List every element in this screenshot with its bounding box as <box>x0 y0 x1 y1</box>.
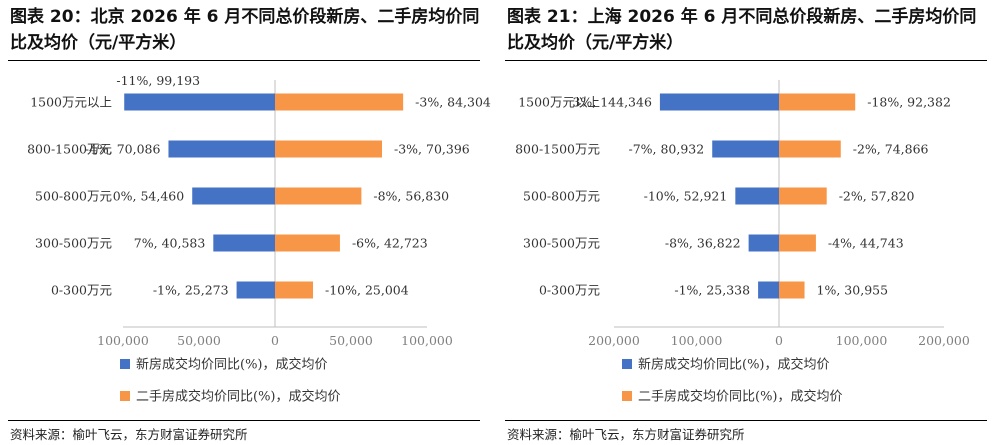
x-tick-label: 100,000 <box>97 333 149 348</box>
new-home-bar <box>168 140 275 158</box>
legend-swatch <box>622 391 632 401</box>
new-home-bar <box>712 140 779 158</box>
data-label: -2%, 74,866 <box>853 142 929 157</box>
category-label: 1500万元以上 <box>518 95 600 110</box>
source-note: 资料来源：榆叶飞云，东方财富证券研究所 <box>10 427 248 442</box>
new-home-bar <box>758 281 779 299</box>
data-label: -1%, 25,273 <box>153 283 229 298</box>
x-tick-label: 200,000 <box>918 333 970 348</box>
chart-panel-beijing: 图表 20：北京 2026 年 6 月不同总价段新房、二手房均价同比及均价（元/… <box>0 0 491 445</box>
category-label: 1500万元以上 <box>30 95 112 110</box>
chart-title: 图表 20：北京 2026 年 6 月不同总价段新房、二手房均价同比及均价（元/… <box>10 7 480 53</box>
resale-bar <box>275 234 340 252</box>
data-label: -8%, 56,830 <box>373 189 449 204</box>
new-home-bar <box>735 187 779 205</box>
source-note: 资料来源：榆叶飞云，东方财富证券研究所 <box>507 427 745 442</box>
x-tick-label: 50,000 <box>329 333 373 348</box>
resale-bar <box>779 140 841 158</box>
source-rule <box>505 420 987 421</box>
chart-svg-beijing: 100,000 50,000 0 50,000 100,000 1500万元以上 -11%,… <box>27 73 491 405</box>
resale-bar <box>275 93 404 111</box>
data-label: 3%, 144,346 <box>572 95 652 110</box>
resale-bar <box>779 93 856 111</box>
title-rule <box>505 60 987 61</box>
title-rule <box>8 60 480 61</box>
x-tick-label: 100,000 <box>836 333 888 348</box>
resale-bar <box>779 281 805 299</box>
new-home-bar <box>236 281 275 299</box>
category-label: 800-1500万元 <box>515 142 600 157</box>
x-tick-label: 100,000 <box>401 333 453 348</box>
legend-label: 二手房成交均价同比(%)，成交均价 <box>638 389 843 405</box>
data-label: -1%, 25,338 <box>674 283 750 298</box>
legend-label: 新房成交均价同比(%)，成交均价 <box>638 357 830 373</box>
data-label: -4%, 44,743 <box>828 236 904 251</box>
category-label: 800-1500万元 <box>27 142 112 157</box>
data-label: -3%, 84,304 <box>415 95 491 110</box>
legend-label: 新房成交均价同比(%)，成交均价 <box>136 357 328 373</box>
category-label: 500-800万元 <box>523 189 600 204</box>
new-home-bar <box>213 234 275 252</box>
new-home-bar <box>124 93 275 111</box>
new-home-bar <box>659 93 779 111</box>
data-label: -6%, 42,723 <box>352 236 428 251</box>
data-label: -10%, 25,004 <box>325 283 409 298</box>
resale-bar <box>275 281 314 299</box>
data-label: 7%, 40,583 <box>134 236 206 251</box>
category-label: 0-300万元 <box>539 283 600 298</box>
x-tick-label: 0 <box>271 333 279 348</box>
data-label: -11%, 99,193 <box>116 73 200 88</box>
new-home-bar <box>192 187 275 205</box>
legend-swatch <box>622 359 632 369</box>
legend-swatch <box>120 391 130 401</box>
resale-bar <box>779 187 827 205</box>
x-tick-label: 0 <box>775 333 783 348</box>
data-label: -8%, 36,822 <box>665 236 741 251</box>
data-label: 0%, 54,460 <box>113 189 185 204</box>
source-rule <box>8 420 480 421</box>
resale-bar <box>275 140 383 158</box>
chart-svg-shanghai: 200,000 100,000 0 100,000 200,000 1500万元以上3%,… <box>515 80 970 405</box>
data-label: -18%, 92,382 <box>867 95 951 110</box>
chart-title: 图表 21：上海 2026 年 6 月不同总价段新房、二手房均价同比及均价（元/… <box>507 7 977 53</box>
resale-bar <box>779 234 816 252</box>
resale-bar <box>275 187 362 205</box>
data-label: -4%, 70,086 <box>85 142 161 157</box>
legend-swatch <box>120 359 130 369</box>
category-label: 300-500万元 <box>35 236 112 251</box>
new-home-bar <box>748 234 779 252</box>
category-label: 300-500万元 <box>523 236 600 251</box>
x-tick-label: 200,000 <box>588 333 640 348</box>
data-label: 1%, 30,955 <box>817 283 889 298</box>
category-label: 500-800万元 <box>35 189 112 204</box>
legend-label: 二手房成交均价同比(%)，成交均价 <box>136 389 341 405</box>
data-label: -10%, 52,921 <box>644 189 728 204</box>
data-label: -2%, 57,820 <box>839 189 915 204</box>
chart-panel-shanghai: 图表 21：上海 2026 年 6 月不同总价段新房、二手房均价同比及均价（元/… <box>497 0 997 445</box>
data-label: -7%, 80,932 <box>628 142 704 157</box>
x-tick-label: 50,000 <box>177 333 221 348</box>
x-tick-label: 100,000 <box>671 333 723 348</box>
category-label: 0-300万元 <box>51 283 112 298</box>
data-label: -3%, 70,396 <box>394 142 470 157</box>
